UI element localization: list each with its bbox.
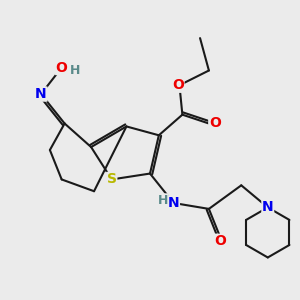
- Text: S: S: [107, 172, 117, 186]
- Text: O: O: [172, 78, 184, 92]
- Text: N: N: [35, 87, 47, 101]
- Text: H: H: [158, 194, 168, 207]
- Text: O: O: [56, 61, 68, 75]
- Text: N: N: [168, 196, 179, 210]
- Text: H: H: [70, 64, 80, 77]
- Text: O: O: [209, 116, 221, 130]
- Text: N: N: [262, 200, 274, 214]
- Text: O: O: [215, 234, 226, 248]
